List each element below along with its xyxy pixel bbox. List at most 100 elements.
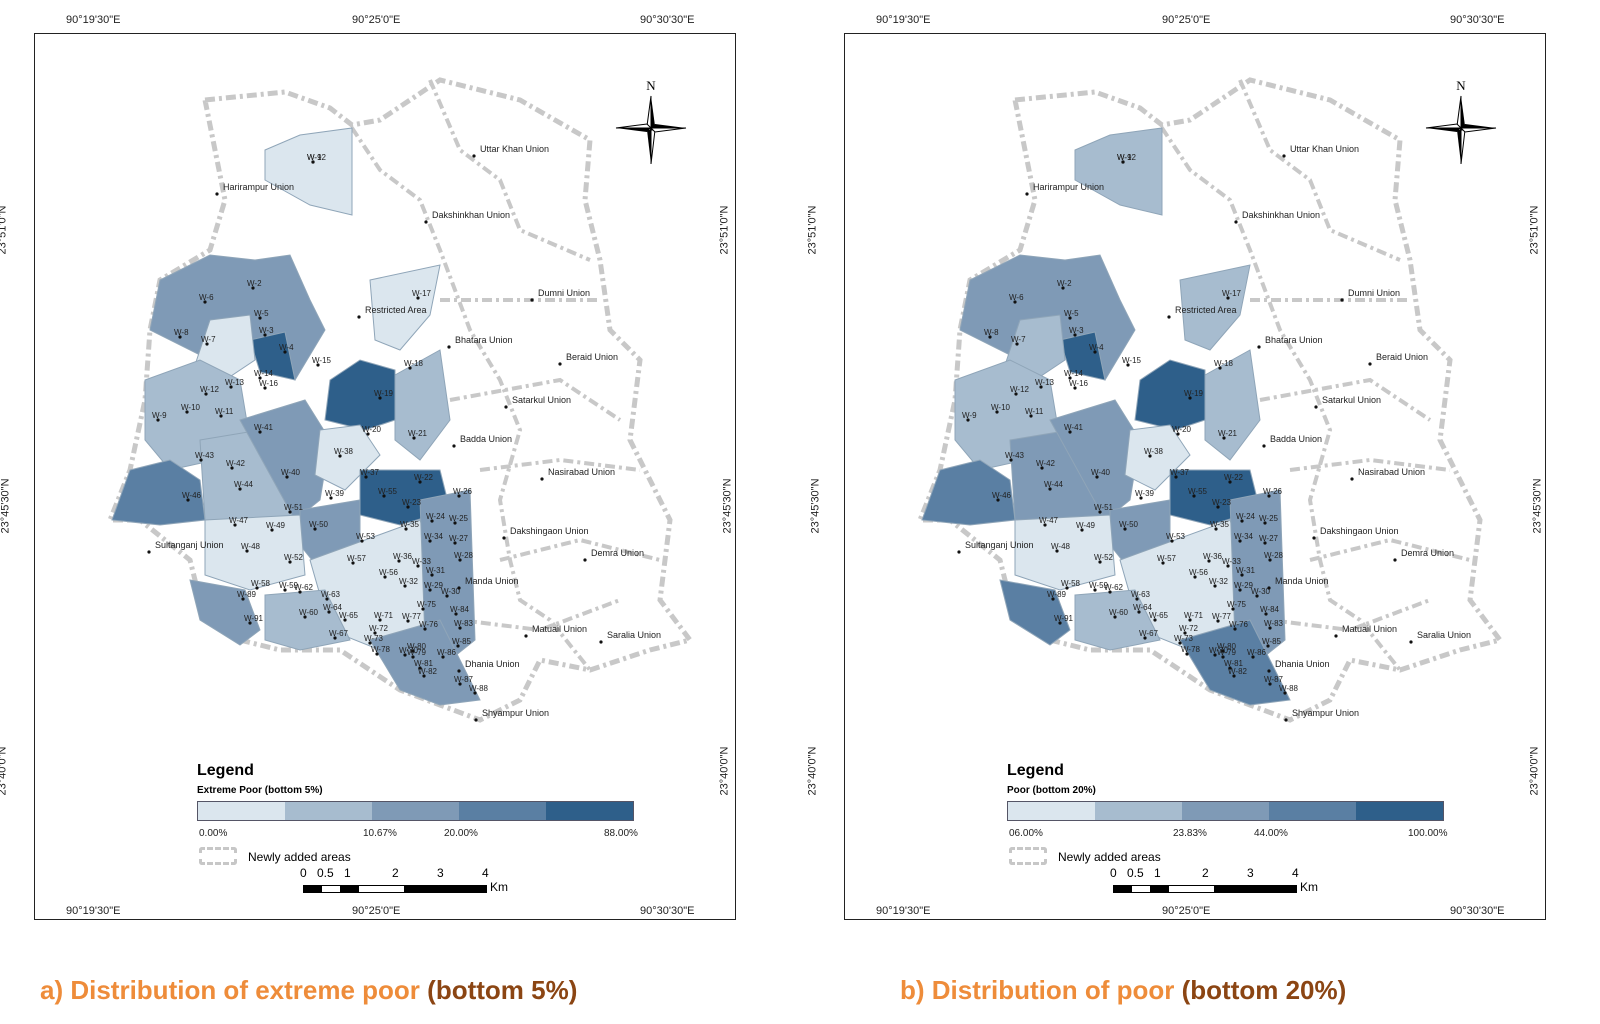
ward-label: W-30 (441, 587, 461, 596)
ward-label: W-75 (417, 600, 437, 609)
ward-label: W-84 (450, 605, 470, 614)
ward-point (397, 559, 401, 563)
ward-label: W-32 (399, 577, 419, 586)
ward-label: W-83 (1264, 619, 1284, 628)
union-point (1334, 634, 1338, 638)
svg-text:N: N (646, 78, 656, 93)
ward-label: W-58 (251, 579, 271, 588)
scale-number: 0 (300, 866, 307, 880)
ward-point (1228, 666, 1232, 670)
scale-unit: Km (1300, 880, 1318, 894)
ward-point (205, 342, 209, 346)
ward-point (458, 626, 462, 630)
ward-label: W-63 (321, 590, 341, 599)
ward-point (1055, 549, 1059, 553)
ward-label: W-59 (279, 581, 299, 590)
ward-label: W-15 (312, 356, 332, 365)
ward-point (233, 523, 237, 527)
ward-point (1068, 316, 1072, 320)
ward-point (421, 607, 425, 611)
ramp-swatch (546, 802, 633, 820)
ramp-swatch (1095, 802, 1182, 820)
ward-label: W-47 (1039, 516, 1059, 525)
ward-label: W-34 (424, 532, 444, 541)
ward-label: W-43 (1005, 451, 1025, 460)
ward-point (403, 584, 407, 588)
ward-label: W-65 (1149, 611, 1169, 620)
ward-point (1148, 454, 1152, 458)
ward-point (1193, 575, 1197, 579)
ward-label: W-19 (1184, 389, 1204, 398)
union-label: Harirampur Union (1033, 182, 1104, 192)
ward-point (1264, 612, 1268, 616)
ward-point (1098, 510, 1102, 514)
ward-region (999, 579, 1071, 646)
ward-label: W-73 (364, 634, 384, 643)
ward-label: W-87 (454, 675, 474, 684)
ward-region (264, 127, 353, 216)
north-arrow-icon: N (614, 78, 688, 173)
union-label: Saralia Union (607, 630, 661, 640)
ward-point (199, 458, 203, 462)
ward-label: W-56 (1189, 568, 1209, 577)
union-point (215, 192, 219, 196)
ward-region (1179, 264, 1251, 351)
ward-point (1240, 519, 1244, 523)
ward-label: W-22 (1224, 473, 1244, 482)
ward-label: W-13 (225, 378, 245, 387)
map-panel-poor: W-1 W-2 W-3 W-4 W-5 W-6 W-7 W-8 W-9 W-10 W-11 W-12 W… (806, 0, 1590, 1005)
ward-point (375, 652, 379, 656)
union-point (1340, 298, 1344, 302)
union-point (1312, 536, 1316, 540)
union-point (957, 550, 961, 554)
union-label: Nasirabad Union (1358, 467, 1425, 477)
ward-label: W-33 (412, 557, 432, 566)
scale-number: 1 (1154, 866, 1161, 880)
choropleth-map: W-1 W-2 W-3 W-4 W-5 W-6 W-7 W-8 W-9 W-10 W-11 W-12 W… (916, 77, 1505, 723)
ward-label: W-2 (1057, 279, 1072, 288)
union-boundary (1309, 537, 1471, 562)
ward-point (441, 655, 445, 659)
ward-label: W-72 (1179, 624, 1199, 633)
ward-region (1074, 127, 1163, 216)
ward-point (238, 487, 242, 491)
ward-point (1051, 597, 1055, 601)
ward-point (1093, 350, 1097, 354)
ward-label: W-70 (399, 646, 419, 655)
ward-label: W-22 (414, 473, 434, 482)
union-label: Beraid Union (566, 352, 618, 362)
union-point (457, 669, 461, 673)
ward-label: W-52 (1094, 553, 1114, 562)
ward-point (430, 573, 434, 577)
ward-point (423, 627, 427, 631)
ward-point (1139, 496, 1143, 500)
ward-label: W-76 (419, 620, 439, 629)
ward-label: W-75 (1227, 600, 1247, 609)
ward-point (1192, 494, 1196, 498)
ward-label: W-16 (259, 379, 279, 388)
union-point (583, 558, 587, 562)
ward-point (1048, 487, 1052, 491)
ward-label: W-78 (1181, 645, 1201, 654)
ward-point (1093, 588, 1097, 592)
coord-bottom: 90°19'30"E (876, 905, 931, 917)
ward-point (1113, 615, 1117, 619)
ward-label: W-33 (1222, 557, 1242, 566)
ward-label: W-92 (307, 153, 327, 162)
ramp-swatch (285, 802, 372, 820)
coord-right: 23°40'0"N (718, 746, 731, 796)
union-label: Bhatara Union (1265, 335, 1323, 345)
coord-left: 23°51'0"N (806, 205, 819, 255)
ward-point (428, 588, 432, 592)
ward-label: W-47 (229, 516, 249, 525)
union-label: Sultanganj Union (155, 540, 224, 550)
ramp-swatch (459, 802, 546, 820)
union-point (540, 477, 544, 481)
ward-point (1185, 652, 1189, 656)
ward-point (366, 432, 370, 436)
ward-label: W-31 (1236, 566, 1256, 575)
ward-label: W-55 (378, 487, 398, 496)
ramp-swatch (1269, 802, 1356, 820)
ward-point (325, 597, 329, 601)
union-point (1167, 315, 1171, 319)
